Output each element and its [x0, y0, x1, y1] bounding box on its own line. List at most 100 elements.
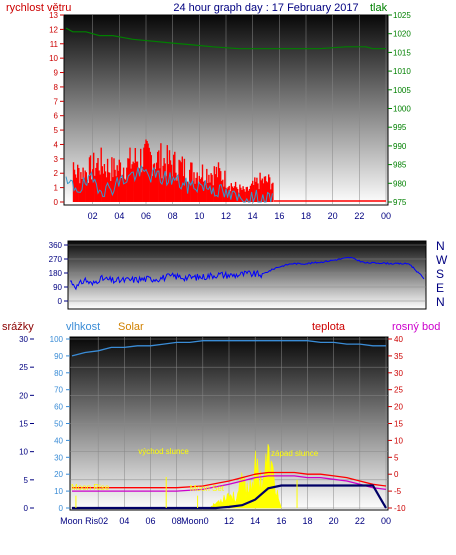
y-tick-label: 180	[49, 269, 63, 278]
temperature-tick-label: 35	[394, 352, 403, 361]
temperature-tick-label: 25	[394, 386, 403, 395]
humidity-tick-label: 0	[59, 504, 64, 513]
x-tick-label: 06	[145, 516, 155, 526]
y2-tick-label: 990	[393, 142, 407, 151]
y-tick-label: 0	[54, 198, 59, 207]
x-tick-label: 20	[328, 211, 338, 221]
temperature-tick-label: 15	[394, 420, 403, 429]
temperature-tick-label: 20	[394, 403, 403, 412]
y-tick-label: 10	[49, 54, 58, 63]
x-tick-label: 12	[224, 516, 234, 526]
x-tick-label: 08	[172, 516, 182, 526]
y-tick-label: 1	[54, 184, 59, 193]
x-tick-label: 12	[221, 211, 231, 221]
dewpoint-axis-title: rosný bod	[392, 321, 440, 333]
page-title: 24 hour graph day : 17 February 2017	[173, 2, 358, 14]
rain-tick-label: 10	[19, 448, 28, 457]
humidity-tick-label: 20	[54, 470, 63, 479]
wind-speed-axis-title: rychlost větru	[6, 2, 71, 14]
y2-tick-label: 985	[393, 161, 407, 170]
humidity-tick-label: 60	[54, 403, 63, 412]
moon-rise-label: Moon Rise	[71, 483, 110, 492]
humidity-line	[71, 340, 386, 357]
x-tick-label: 10	[194, 211, 204, 221]
humidity-tick-label: 70	[54, 386, 63, 395]
sunset-label: západ slunce	[271, 449, 319, 458]
temperature-tick-label: 0	[394, 470, 399, 479]
x-tick-label: 04	[114, 211, 124, 221]
y-tick-label: 6	[54, 112, 59, 121]
x-tick-label: 18	[301, 211, 311, 221]
y-tick-label: 360	[49, 241, 63, 250]
wind-pressure-axes: 02 04 06 08 10 12 14 16 18 20 22 000123456789101112…	[49, 11, 411, 221]
y2-tick-label: 1025	[393, 11, 411, 20]
moon-set-label: Moon Set	[190, 484, 225, 493]
x-tick-label: 06	[141, 211, 151, 221]
x-tick-label: 20	[329, 516, 339, 526]
x-tick-label: 14	[248, 211, 258, 221]
humidity-tick-label: 50	[54, 420, 63, 429]
rain-tick-label: 0	[24, 504, 29, 513]
x-tick-label: 22	[355, 516, 365, 526]
x-tick-label: 14	[250, 516, 260, 526]
solar-axis-title: Solar	[118, 321, 144, 333]
compass-label: N	[436, 239, 445, 253]
x-tick-label: 16	[274, 211, 284, 221]
wind-average-line	[65, 165, 273, 204]
rain-tick-label: 15	[19, 420, 28, 429]
wind-direction-line	[69, 256, 425, 291]
temperature-axis-title: teplota	[312, 321, 346, 333]
humidity-tick-label: 40	[54, 436, 63, 445]
compass-label: N	[436, 295, 445, 309]
x-tick-label: 08	[168, 211, 178, 221]
moon-set-axis-label: Moon0	[181, 516, 209, 526]
rain-axis-title: srážky	[2, 321, 34, 333]
y-tick-label: 2	[54, 169, 59, 178]
y-tick-label: 8	[54, 83, 59, 92]
climate-axes: 0510152025300102030405060708090100-10-50…	[19, 335, 406, 526]
x-tick-label: 16	[276, 516, 286, 526]
x-tick-label: 02	[88, 211, 98, 221]
humidity-tick-label: 100	[50, 335, 64, 344]
y-tick-label: 7	[54, 97, 59, 106]
astronomy-annotations: východ slunce západ slunce Moon Rise Moon S…	[71, 447, 319, 508]
y2-tick-label: 1020	[393, 30, 411, 39]
humidity-axis-title: vlhkost	[66, 321, 100, 333]
compass-label: S	[436, 267, 444, 281]
wind-direction-grid	[68, 244, 426, 302]
compass-label: E	[436, 281, 444, 295]
pressure-line	[65, 27, 386, 50]
rain-tick-label: 30	[19, 335, 28, 344]
temperature-tick-label: -10	[394, 504, 406, 513]
y-tick-label: 9	[54, 69, 59, 78]
y-tick-label: 13	[49, 11, 58, 20]
humidity-tick-label: 10	[54, 487, 63, 496]
y2-tick-label: 995	[393, 123, 407, 132]
climate-series	[71, 340, 387, 510]
temperature-tick-label: 30	[394, 369, 403, 378]
y2-tick-label: 980	[393, 179, 407, 188]
humidity-tick-label: 90	[54, 352, 63, 361]
temperature-tick-label: 40	[394, 335, 403, 344]
rain-tick-label: 5	[24, 476, 29, 485]
y2-tick-label: 975	[393, 198, 407, 207]
wind-direction-plot-area	[67, 240, 427, 310]
x-tick-label: 18	[302, 516, 312, 526]
temperature-tick-label: 5	[394, 453, 399, 462]
humidity-tick-label: 30	[54, 453, 63, 462]
y2-tick-label: 1015	[393, 48, 411, 57]
wind-pressure-series	[65, 27, 386, 204]
rain-line	[72, 484, 387, 510]
x-tick-label: 00	[381, 516, 391, 526]
rain-tick-label: 25	[19, 363, 28, 372]
humidity-tick-label: 80	[54, 369, 63, 378]
x-tick-label: 04	[119, 516, 129, 526]
y2-tick-label: 1000	[393, 105, 411, 114]
compass-label: W	[436, 253, 448, 267]
moon-rise-axis-label: Moon Ris02	[60, 516, 108, 526]
y-tick-label: 11	[50, 40, 59, 49]
x-tick-label: 00	[381, 211, 391, 221]
y-tick-label: 90	[53, 283, 62, 292]
